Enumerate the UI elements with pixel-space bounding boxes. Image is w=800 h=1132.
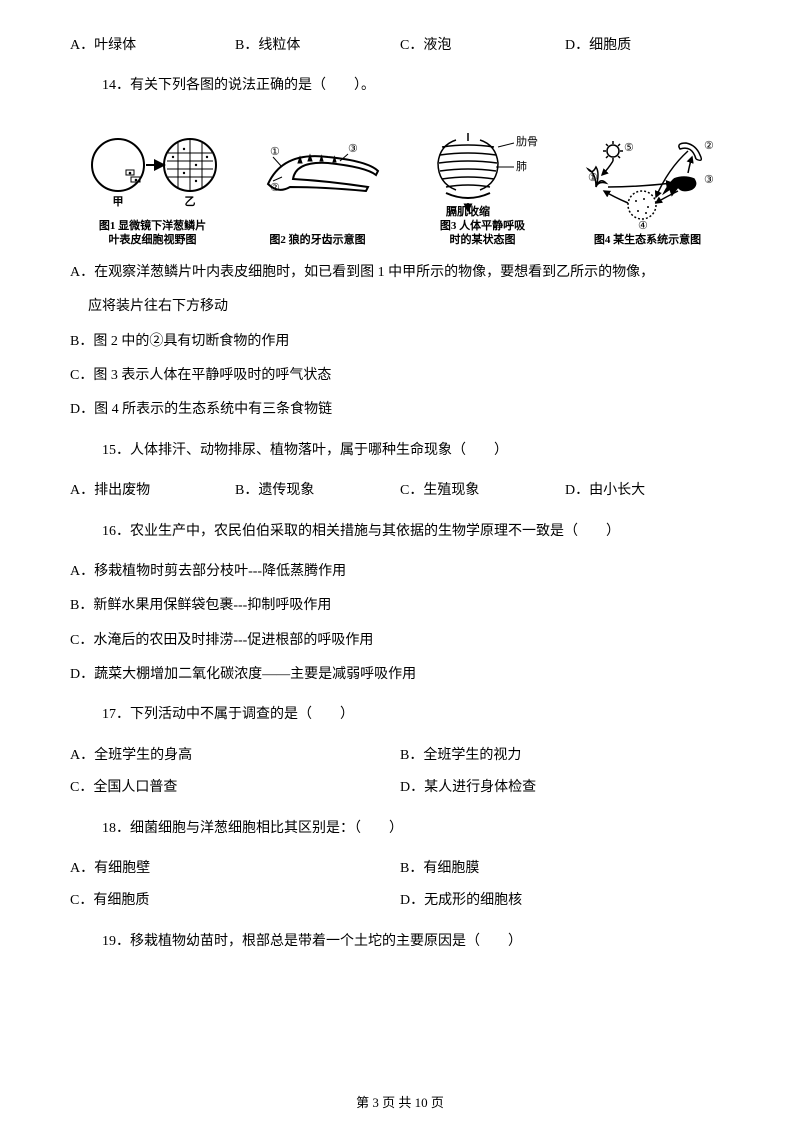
q13-opt-a: A．叶绿体 (70, 35, 235, 57)
fig4-label3: ③ (704, 174, 714, 186)
fig2-label2: ② (270, 182, 280, 194)
fig2-caption: 图2 狼的牙齿示意图 (235, 233, 400, 247)
fig1-caption: 图1 显微镜下洋葱鳞片 叶表皮细胞视野图 (70, 219, 235, 248)
q17-row1: A．全班学生的身高 B．全班学生的视力 (70, 745, 730, 767)
fig1-label-a: 甲 (112, 195, 123, 208)
fig4-label5: ⑤ (624, 142, 634, 154)
fig2-label1: ① (270, 146, 280, 158)
fig4-label2: ② (704, 140, 714, 152)
q16-c: C．水淹后的农田及时排涝---促进根部的呼吸作用 (70, 630, 730, 652)
fig2-box: ① ② ③ 图2 狼的牙齿示意图 (235, 139, 400, 247)
q19-stem: 19．移栽植物幼苗时，根部总是带着一个土坨的主要原因是（ ） (70, 931, 730, 953)
q13-options-row: A．叶绿体 B．线粒体 C．液泡 D．细胞质 (70, 35, 730, 57)
q15-c: C．生殖现象 (400, 480, 565, 502)
q17-stem: 17．下列活动中不属于调查的是（ ） (70, 704, 730, 726)
fig1-label-b: 乙 (184, 195, 195, 208)
q16-a: A．移栽植物时剪去部分枝叶---降低蒸腾作用 (70, 561, 730, 583)
fig3-label-a: 肋骨 (516, 134, 538, 148)
fig3-label-c: 膈肌收缩 (445, 204, 490, 217)
q13-opt-b: B．线粒体 (235, 35, 400, 57)
q18-stem: 18．细菌细胞与洋葱细胞相比其区别是：（ ） (70, 818, 730, 840)
fig1-svg: 甲 乙 (88, 125, 218, 217)
fig3-svg: 肋骨 肺 膈肌收缩 (418, 125, 548, 217)
q13-opt-d: D．细胞质 (565, 35, 730, 57)
q18-d: D．无成形的细胞核 (400, 890, 730, 912)
fig3-box: 肋骨 肺 膈肌收缩 图3 人体平静呼吸 时的某状态图 (400, 125, 565, 248)
q17-d: D．某人进行身体检查 (400, 777, 730, 799)
q17-a: A．全班学生的身高 (70, 745, 400, 767)
fig2-svg: ① ② ③ (248, 139, 388, 231)
page-footer: 第 3 页 共 10 页 (0, 1093, 800, 1114)
q17-row2: C．全国人口普查 D．某人进行身体检查 (70, 777, 730, 799)
fig4-caption: 图4 某生态系统示意图 (565, 233, 730, 247)
q15-a: A．排出废物 (70, 480, 235, 502)
q18-a: A．有细胞壁 (70, 858, 400, 880)
q13-opt-c: C．液泡 (400, 35, 565, 57)
q15-d: D．由小长大 (565, 480, 730, 502)
q14-a: A．在观察洋葱鳞片叶内表皮细胞时，如已看到图 1 中甲所示的物像，要想看到乙所示… (70, 262, 730, 284)
q16-stem: 16．农业生产中，农民伯伯采取的相关措施与其依据的生物学原理不一致是（ ） (70, 521, 730, 543)
q18-row2: C．有细胞质 D．无成形的细胞核 (70, 890, 730, 912)
q17-c: C．全国人口普查 (70, 777, 400, 799)
q14-d: D．图 4 所表示的生态系统中有三条食物链 (70, 399, 730, 421)
q14-c: C．图 3 表示人体在平静呼吸时的呼气状态 (70, 365, 730, 387)
q16-b: B．新鲜水果用保鲜袋包裹---抑制呼吸作用 (70, 595, 730, 617)
fig4-label4: ④ (638, 220, 648, 231)
q17-b: B．全班学生的视力 (400, 745, 730, 767)
q14-a2: 应将装片往右下方移动 (70, 296, 730, 318)
q14-b: B．图 2 中的②具有切断食物的作用 (70, 331, 730, 353)
q15-options: A．排出废物 B．遗传现象 C．生殖现象 D．由小长大 (70, 480, 730, 502)
fig4-svg: ① ② ③ ④ ⑤ (578, 139, 718, 231)
q18-b: B．有细胞膜 (400, 858, 730, 880)
q15-b: B．遗传现象 (235, 480, 400, 502)
fig3-caption: 图3 人体平静呼吸 时的某状态图 (400, 219, 565, 248)
q15-stem: 15．人体排汗、动物排尿、植物落叶，属于哪种生命现象（ ） (70, 440, 730, 462)
fig1-box: 甲 乙 图1 显微镜下洋葱鳞片 叶表皮细胞视野图 (70, 125, 235, 248)
fig2-label3: ③ (348, 143, 358, 155)
q14-figures: 甲 乙 图1 显微镜下洋葱鳞片 叶表皮细胞视野图 ① (70, 118, 730, 248)
q16-d: D．蔬菜大棚增加二氧化碳浓度——主要是减弱呼吸作用 (70, 664, 730, 686)
q14-stem: 14．有关下列各图的说法正确的是（ ）。 (70, 75, 730, 97)
fig3-label-b: 肺 (516, 160, 527, 173)
fig4-label1: ① (588, 172, 598, 184)
q18-c: C．有细胞质 (70, 890, 400, 912)
q18-row1: A．有细胞壁 B．有细胞膜 (70, 858, 730, 880)
fig4-box: ① ② ③ ④ ⑤ 图4 某生态系统示意图 (565, 139, 730, 247)
